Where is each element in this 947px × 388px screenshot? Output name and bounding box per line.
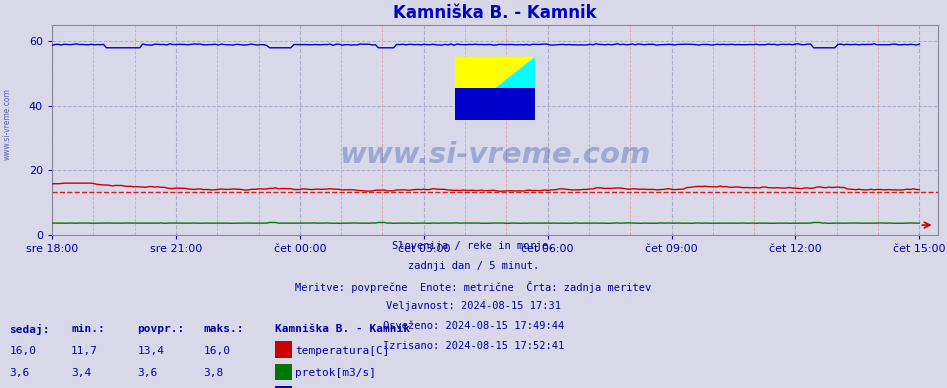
- Text: 3,8: 3,8: [204, 368, 223, 378]
- Text: zadnji dan / 5 minut.: zadnji dan / 5 minut.: [408, 261, 539, 271]
- Text: temperatura[C]: temperatura[C]: [295, 346, 390, 356]
- Text: 16,0: 16,0: [9, 346, 37, 356]
- Text: Kamniška B. - Kamnik: Kamniška B. - Kamnik: [275, 324, 410, 334]
- Text: Izrisano: 2024-08-15 17:52:41: Izrisano: 2024-08-15 17:52:41: [383, 341, 564, 352]
- Text: pretok[m3/s]: pretok[m3/s]: [295, 368, 377, 378]
- Text: 3,4: 3,4: [71, 368, 91, 378]
- Text: Slovenija / reke in morje.: Slovenija / reke in morje.: [392, 241, 555, 251]
- Text: 3,6: 3,6: [9, 368, 29, 378]
- Text: Meritve: povprečne  Enote: metrične  Črta: zadnja meritev: Meritve: povprečne Enote: metrične Črta:…: [295, 281, 652, 293]
- Text: 11,7: 11,7: [71, 346, 98, 356]
- Text: maks.:: maks.:: [204, 324, 244, 334]
- Text: povpr.:: povpr.:: [137, 324, 185, 334]
- Text: Osveženo: 2024-08-15 17:49:44: Osveženo: 2024-08-15 17:49:44: [383, 321, 564, 331]
- Text: 13,4: 13,4: [137, 346, 165, 356]
- Polygon shape: [455, 88, 535, 120]
- Title: Kamniška B. - Kamnik: Kamniška B. - Kamnik: [393, 4, 597, 22]
- Text: min.:: min.:: [71, 324, 105, 334]
- Text: www.si-vreme.com: www.si-vreme.com: [339, 141, 651, 169]
- Text: 3,6: 3,6: [137, 368, 157, 378]
- Text: www.si-vreme.com: www.si-vreme.com: [3, 88, 12, 160]
- Text: sedaj:: sedaj:: [9, 324, 50, 335]
- Polygon shape: [455, 57, 535, 120]
- Polygon shape: [455, 57, 535, 120]
- Text: Veljavnost: 2024-08-15 17:31: Veljavnost: 2024-08-15 17:31: [386, 301, 561, 311]
- Text: 16,0: 16,0: [204, 346, 231, 356]
